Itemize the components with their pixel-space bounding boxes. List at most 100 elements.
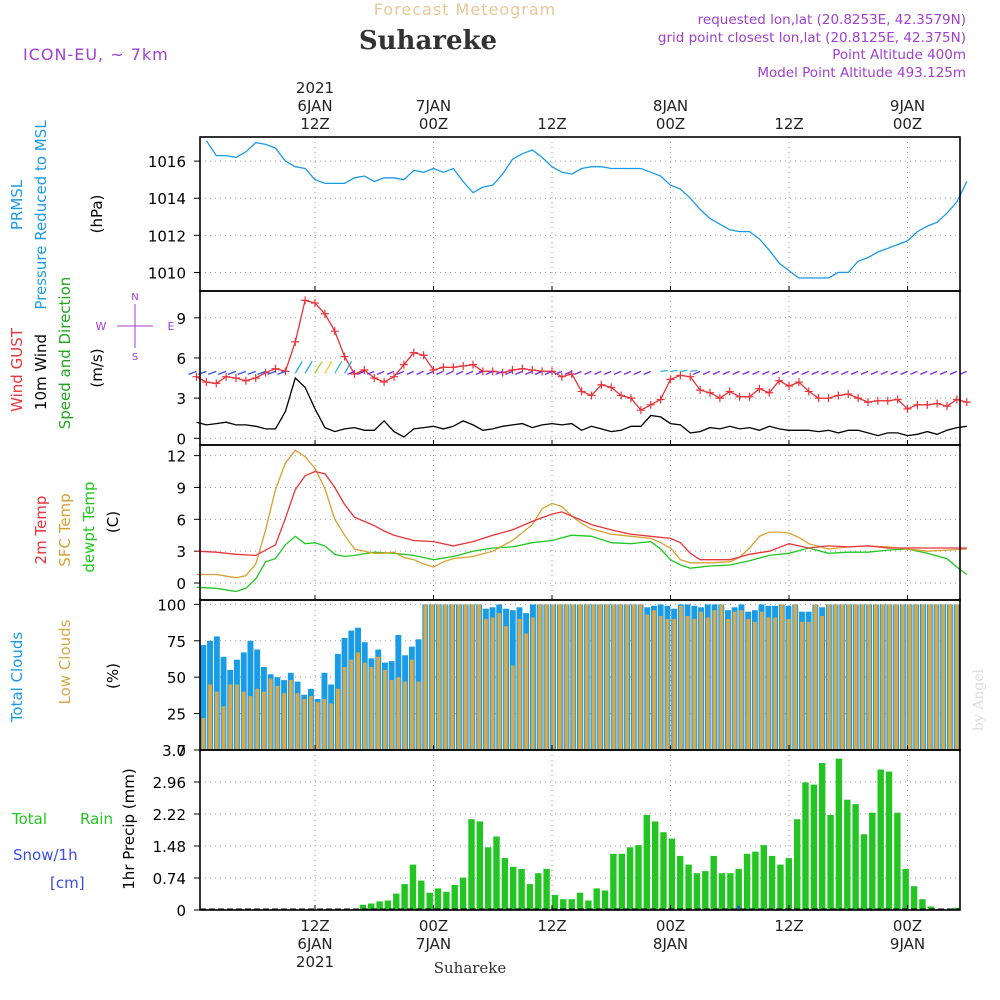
- ylabel-dewpt: dewpt Temp: [80, 481, 98, 572]
- pressure-line: [205, 140, 968, 279]
- low-cloud-bar: [329, 703, 334, 750]
- low-cloud-bar: [685, 616, 690, 750]
- low-cloud-bar: [484, 618, 488, 750]
- low-cloud-bar: [309, 696, 313, 750]
- low-cloud-bar: [463, 604, 468, 750]
- wind-dir-arrow: [416, 370, 424, 375]
- gust-marker: [202, 378, 211, 387]
- gust-marker: [715, 394, 724, 403]
- wind-dir-arrow: [603, 370, 612, 375]
- chart-subtitle: Forecast Meteogram: [374, 0, 556, 19]
- time-label-bottom: 9JAN: [890, 935, 925, 953]
- wind-dir-arrow: [670, 369, 678, 372]
- low-cloud-bar: [665, 618, 670, 750]
- rain-bar: [510, 866, 517, 910]
- grid-point-coords: grid point closest lon,lat (20.8125E, 42…: [658, 30, 966, 46]
- low-cloud-bar: [322, 699, 327, 750]
- wind-dir-arrow: [257, 370, 266, 375]
- wind-dir-arrow: [840, 370, 849, 375]
- wind-dir-arrow: [208, 370, 217, 375]
- rain-bar: [827, 814, 834, 910]
- low-cloud-bar: [214, 691, 219, 750]
- gust-marker: [370, 374, 379, 383]
- ylabel-pct: (%): [104, 663, 122, 689]
- low-cloud-bar: [887, 604, 892, 750]
- gust-marker: [419, 351, 428, 360]
- low-cloud-bar: [914, 604, 919, 750]
- low-cloud-bar: [746, 618, 751, 750]
- low-cloud-bar: [396, 677, 401, 750]
- wind-dir-arrow: [534, 370, 543, 375]
- gust-marker: [913, 400, 922, 409]
- gust-marker: [469, 360, 477, 369]
- time-label-top: 12Z: [300, 115, 329, 133]
- low-cloud-bar: [423, 604, 428, 750]
- gust-marker: [834, 391, 843, 400]
- wind-dir-arrow: [334, 361, 343, 374]
- low-cloud-bar: [228, 684, 233, 750]
- rain-bar: [568, 899, 575, 910]
- rain-bar: [677, 855, 684, 910]
- low-cloud-bar: [504, 626, 508, 750]
- wind-dir-arrow: [475, 370, 484, 375]
- wind-dir-arrow: [237, 370, 247, 375]
- wind-dir-arrow: [564, 370, 573, 375]
- ylabel-pressure: Pressure Reduced to MSL: [32, 120, 50, 310]
- wind-dir-arrow: [643, 370, 652, 375]
- low-cloud-bar: [376, 656, 381, 750]
- total-cloud-bar: [247, 640, 254, 750]
- gust-marker: [804, 387, 813, 396]
- wind-dir-arrow: [406, 370, 415, 375]
- rain-bar: [601, 890, 609, 910]
- compass-s: S: [132, 352, 138, 363]
- compass-rose: N S W E: [96, 292, 175, 363]
- low-cloud-bar: [591, 604, 596, 750]
- rain-bar: [359, 904, 367, 910]
- wind-dir-arrow: [939, 370, 948, 375]
- low-cloud-bar: [732, 611, 737, 750]
- y-tick-label: 3: [176, 543, 186, 561]
- rain-bar: [768, 855, 776, 910]
- low-cloud-bar: [773, 617, 777, 750]
- low-cloud-bar: [241, 691, 246, 750]
- low-cloud-bar: [389, 680, 394, 750]
- total-cloud-bar: [200, 645, 207, 750]
- low-cloud-bar: [369, 667, 374, 750]
- gust-marker: [459, 361, 468, 370]
- low-cloud-bar: [645, 614, 650, 750]
- gust-marker: [854, 394, 863, 403]
- panel-1: 1010 1012 1014 1016: [148, 137, 968, 291]
- gust-marker: [311, 299, 319, 308]
- time-label-top: 6JAN: [297, 97, 332, 115]
- ylabel-c: (C): [104, 511, 122, 533]
- low-cloud-bar: [450, 604, 455, 750]
- wind-dir-arrow: [294, 361, 303, 374]
- gust-marker: [794, 378, 803, 387]
- wind-dir-arrow: [314, 361, 323, 374]
- low-cloud-bar: [282, 693, 286, 750]
- panel-3: 0 3 6 9 12: [167, 445, 968, 600]
- rain-bar: [760, 845, 767, 910]
- compass-w: W: [96, 320, 107, 333]
- low-cloud-bar: [652, 610, 656, 750]
- low-cloud-bar: [766, 617, 771, 750]
- rain-bar: [710, 855, 717, 910]
- rain-bar: [660, 832, 667, 910]
- rain-bar: [727, 873, 734, 910]
- low-cloud-bar: [403, 681, 407, 750]
- wind-dir-arrow: [247, 370, 256, 375]
- wind-dir-arrow: [919, 370, 928, 375]
- rain-bar: [626, 847, 634, 910]
- gust-marker: [725, 387, 734, 396]
- low-cloud-bar: [497, 613, 502, 750]
- low-cloud-bar: [201, 718, 206, 750]
- low-cloud-bar: [705, 617, 710, 750]
- gust-marker: [864, 398, 872, 407]
- wind-dir-arrow: [613, 370, 622, 375]
- panel-2: 0 3 6 9: [176, 291, 971, 448]
- low-cloud-bar: [302, 699, 307, 750]
- wind-dir-arrow: [633, 370, 642, 375]
- y-tick-label: 0: [176, 430, 186, 448]
- rain-bar: [535, 873, 542, 910]
